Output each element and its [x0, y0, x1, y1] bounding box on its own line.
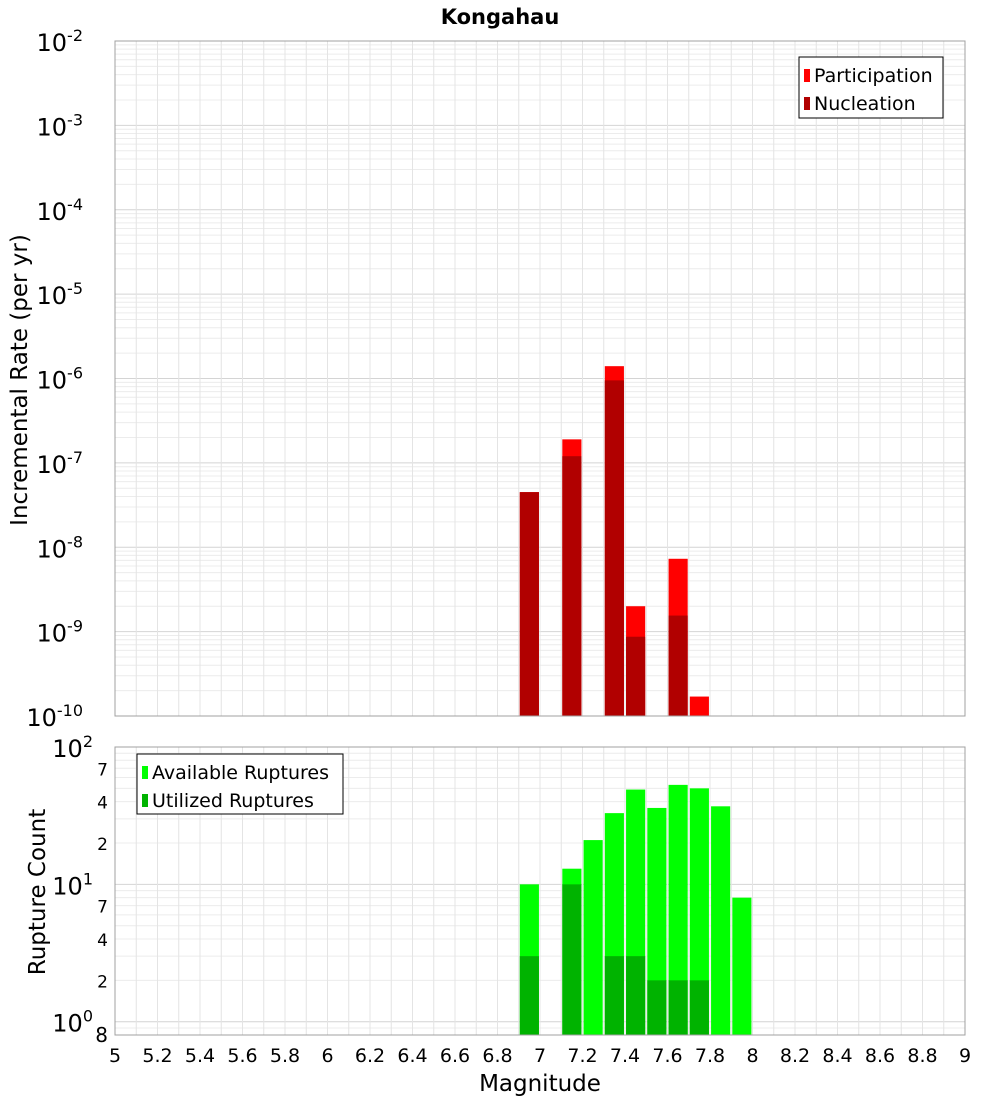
rupture-count-bar-s1 [732, 897, 752, 1035]
plot-frame [114, 746, 966, 1036]
rupture-count-bar-s1 [689, 788, 709, 1035]
top-y-axis-label: Incremental Rate (per yr) [7, 234, 33, 526]
participation-nucleation-bar-s2 [626, 636, 646, 716]
y-tick-label: 101 [52, 869, 93, 900]
participation-nucleation-bar-s2 [668, 615, 688, 716]
x-tick-label: 6.4 [397, 1045, 427, 1067]
legend-label: Participation [814, 65, 933, 87]
legend-label: Available Ruptures [152, 762, 329, 784]
rupture-count-bar-s2 [519, 956, 539, 1035]
y-minor-tick-label: 7 [97, 760, 108, 780]
participation-nucleation-bar-s2 [562, 456, 582, 716]
y-tick-label: 10-8 [37, 532, 84, 563]
legend-label: Utilized Ruptures [152, 790, 314, 812]
rupture-count-bar-s2 [604, 956, 624, 1035]
x-tick-label: 6.8 [482, 1045, 512, 1067]
plot-frame [114, 40, 966, 717]
rupture-count-bar-s2 [668, 980, 688, 1035]
rupture-count-bar-s1 [711, 806, 731, 1035]
x-tick-label: 7.4 [610, 1045, 640, 1067]
x-tick-label: 5 [109, 1045, 121, 1067]
x-tick-label: 5.4 [185, 1045, 215, 1067]
legend-swatch [142, 766, 148, 779]
legend-box [798, 56, 944, 119]
participation-nucleation-bar-s2 [519, 492, 539, 716]
y-minor-tick-label: 2 [97, 835, 108, 855]
x-tick-label: 8 [746, 1045, 758, 1067]
rupture-count-bar-s1 [668, 784, 688, 1035]
x-tick-label: 8.4 [822, 1045, 852, 1067]
participation-nucleation-bar-s2 [604, 380, 624, 716]
y-tick-label: 10-5 [37, 279, 84, 310]
legend-swatch [142, 794, 148, 807]
rupture-count-bar-s2 [689, 980, 709, 1035]
x-tick-label: 5.2 [142, 1045, 172, 1067]
x-tick-label: 6 [321, 1045, 333, 1067]
rupture-count-bar-s2 [626, 956, 646, 1035]
x-tick-label: 5.6 [227, 1045, 257, 1067]
y-tick-label: 10-6 [37, 364, 84, 395]
y-tick-label: 10-10 [26, 701, 83, 732]
legend-box [136, 753, 344, 815]
rupture-count-bar-s1 [583, 840, 603, 1035]
x-tick-label: 6.6 [440, 1045, 470, 1067]
y-minor-tick-label: 2 [97, 972, 108, 992]
y-tick-label: 10-9 [37, 617, 84, 648]
y-tick-label: 102 [52, 732, 93, 763]
x-axis-label: Magnitude [479, 1071, 601, 1097]
legend-label: Nucleation [814, 93, 916, 115]
y-minor-tick-label: 8 [95, 1023, 108, 1047]
top-panel: 10-10 10-9 10-8 10-7 10-6 10-5 10-4 10-3 10-2 Par… [26, 26, 966, 732]
x-tick-label: 5.8 [270, 1045, 300, 1067]
y-tick-label: 10-4 [37, 195, 84, 226]
y-minor-tick-label: 4 [97, 794, 108, 814]
participation-nucleation-bar-s1 [689, 696, 709, 716]
legend-swatch [804, 69, 810, 82]
rupture-count-bar-s2 [562, 884, 582, 1035]
x-tick-label: 7 [534, 1045, 546, 1067]
y-tick-label: 10-7 [37, 448, 84, 479]
y-tick-label: 10-3 [37, 110, 84, 141]
x-tick-label: 8.2 [780, 1045, 810, 1067]
x-tick-label: 7.8 [695, 1045, 725, 1067]
chart-title: Kongahau [441, 5, 560, 29]
rupture-count-bar-s1 [647, 807, 667, 1035]
rupture-count-bar-s2 [647, 980, 667, 1035]
x-tick-label: 6.2 [355, 1045, 385, 1067]
y-minor-tick-label: 4 [97, 931, 108, 951]
y-tick-label: 10-2 [37, 26, 84, 57]
legend-swatch [804, 97, 810, 110]
y-minor-tick-label: 7 [97, 898, 108, 918]
y-tick-label: 100 [52, 1007, 93, 1038]
x-tick-label: 8.6 [865, 1045, 895, 1067]
x-tick-label: 7.6 [652, 1045, 682, 1067]
x-tick-label: 7.2 [567, 1045, 597, 1067]
bottom-panel: 100 101 102 8 2 4 7 2 4 7 5 5.2 5.4 5.6 5.8 6 6.2 6.4 6.6 6… [52, 732, 971, 1067]
x-tick-label: 9 [959, 1045, 971, 1067]
x-tick-label: 8.8 [907, 1045, 937, 1067]
bottom-y-axis-label: Rupture Count [25, 809, 51, 975]
